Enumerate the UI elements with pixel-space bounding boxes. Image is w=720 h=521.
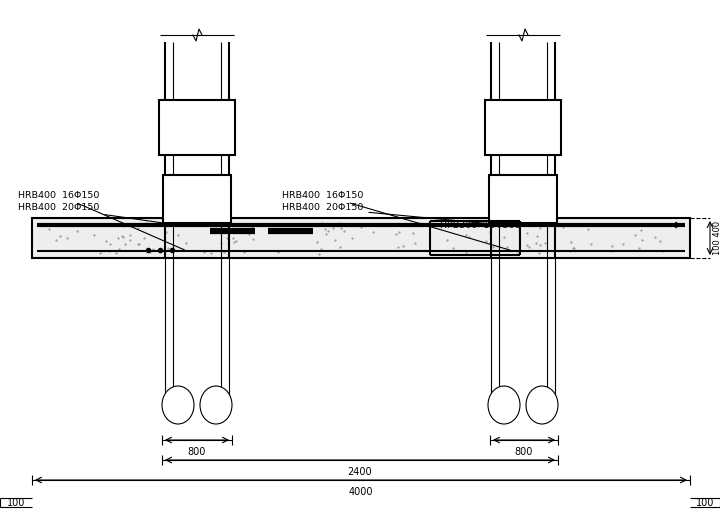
Text: 2400: 2400 xyxy=(348,467,372,477)
Ellipse shape xyxy=(488,386,520,424)
Bar xyxy=(489,175,557,223)
Text: 4000: 4000 xyxy=(348,487,373,497)
Text: HPB300  10Φ500: HPB300 10Φ500 xyxy=(440,220,521,229)
Text: 100: 100 xyxy=(696,498,714,507)
Bar xyxy=(163,175,231,223)
Text: 100: 100 xyxy=(6,498,25,507)
Text: HRB400  20Φ150: HRB400 20Φ150 xyxy=(282,204,500,225)
Bar xyxy=(159,100,235,155)
Ellipse shape xyxy=(200,386,232,424)
Text: HRB400  20Φ150: HRB400 20Φ150 xyxy=(18,204,174,225)
Text: 800: 800 xyxy=(515,447,534,457)
Text: HRB400  16Φ150: HRB400 16Φ150 xyxy=(282,191,510,250)
Bar xyxy=(32,218,690,258)
Text: 800: 800 xyxy=(188,447,206,457)
Text: HRB400  16Φ150: HRB400 16Φ150 xyxy=(18,191,184,250)
Bar xyxy=(485,100,561,155)
Ellipse shape xyxy=(162,386,194,424)
Ellipse shape xyxy=(526,386,558,424)
Text: 100 400: 100 400 xyxy=(713,221,720,255)
